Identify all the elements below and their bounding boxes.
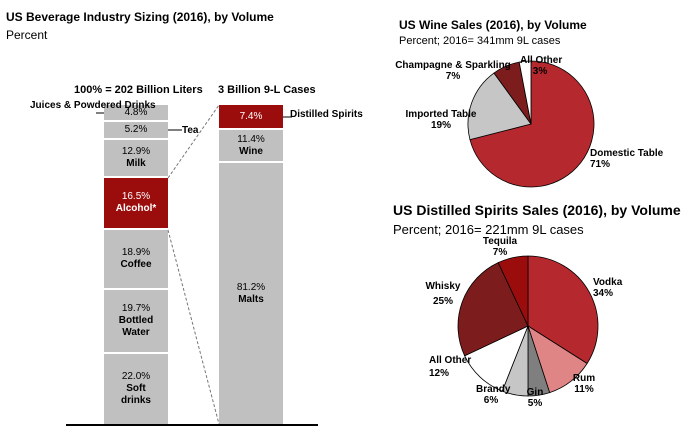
spirits-label-gin: Gin 5% — [522, 387, 548, 409]
bar2-header: 3 Billion 9-L Cases — [218, 84, 316, 96]
spirits-pie-title: US Distilled Spirits Sales (2016), by Vo… — [393, 202, 681, 218]
segment-value: 22.0% — [121, 371, 151, 382]
segment-label: Malts — [238, 293, 264, 305]
wine-pie-title: US Wine Sales (2016), by Volume — [399, 18, 587, 32]
wine-label-domestic: Domestic Table 71% — [590, 148, 663, 170]
slice-pct: 25% — [432, 296, 453, 307]
bar2-segment-spirits: 7.4% — [219, 105, 283, 130]
slice-name: Brandy — [476, 384, 511, 395]
bar1-segment-juices: 4.8% — [104, 105, 168, 122]
bar1-header: 100% = 202 Billion Liters — [74, 84, 203, 96]
slice-pct: 6% — [483, 395, 499, 406]
slice-name: All Other — [429, 355, 472, 366]
bar2-segment-malts: 81.2% Malts — [219, 163, 283, 424]
segment-label: Bottled Water — [118, 315, 154, 338]
spirits-slice-whisky — [457, 262, 529, 357]
spirits-label-all-other: All Other 12% — [429, 355, 471, 379]
segment-value: 7.4% — [239, 110, 263, 122]
spirits-label-rum: Rum 11% — [569, 373, 599, 395]
segment-value: 4.8% — [124, 106, 148, 118]
bar1-segment-milk: 12.9% Milk — [104, 140, 168, 178]
slice-pct: 71% — [590, 159, 611, 170]
segment-value: 19.7% — [121, 303, 151, 314]
segment-value: 11.4% — [237, 133, 265, 145]
spirits-label-vodka: Vodka 34% — [593, 277, 622, 299]
bar1-segment-alcohol: 16.5% Alcohol* — [104, 178, 168, 230]
segment-value: 18.9% — [121, 247, 151, 258]
bar1-segment-tea: 5.2% — [104, 122, 168, 140]
slice-name: Whisky — [425, 281, 461, 292]
spirits-label-whisky: Whisky 25% — [423, 281, 463, 307]
segment-label: Wine — [239, 145, 263, 157]
segment-value: 5.2% — [124, 124, 148, 135]
segment-value: 81.2% — [236, 281, 266, 293]
segment-label: Alcohol* — [115, 203, 157, 214]
slice-name: Domestic Table — [590, 148, 664, 159]
wine-slice-imported-table — [467, 72, 532, 141]
wine-label-all-other: All Other 3% — [520, 55, 563, 77]
slice-name: Imported Table — [405, 109, 477, 120]
spirits-label: Distilled Spirits — [290, 109, 363, 120]
segment-value: 12.9% — [121, 146, 151, 157]
slice-pct: 19% — [430, 120, 451, 131]
bar-chart-subtitle: Percent — [6, 28, 48, 42]
slice-pct: 7% — [445, 71, 461, 82]
segment-value: 16.5% — [121, 191, 151, 202]
spirits-pie-subtitle: Percent; 2016= 221mm 9L cases — [393, 222, 584, 237]
spirits-label-tequila: Tequila 7% — [480, 236, 520, 258]
wine-label-champagne: Champagne & Sparkling 7% — [395, 60, 511, 82]
juices-label: Juices & Powdered Drinks — [30, 100, 156, 111]
bar-chart-title: US Beverage Industry Sizing (2016), by V… — [6, 10, 274, 24]
segment-label: Milk — [126, 158, 146, 169]
wine-slice-all-other — [518, 60, 532, 125]
segment-label: Coffee — [120, 259, 152, 270]
slice-name: All Other — [520, 55, 563, 66]
slice-pct: 3% — [532, 66, 548, 77]
wine-slice-domestic-table — [469, 60, 595, 188]
tea-label: Tea — [182, 125, 199, 136]
segment-label: Soft drinks — [120, 383, 151, 406]
bar1-segment-soft-drinks: 22.0% Soft drinks — [104, 354, 168, 424]
bar1-segment-coffee: 18.9% Coffee — [104, 230, 168, 290]
slice-pct: 11% — [574, 384, 594, 395]
slice-name: Champagne & Sparkling — [395, 60, 511, 71]
slice-pct: 34% — [593, 288, 614, 299]
spirits-slice-tequila — [497, 255, 529, 327]
slice-name: Vodka — [593, 277, 623, 288]
slice-pct: 7% — [492, 247, 508, 258]
slice-name: Rum — [572, 373, 596, 384]
wine-label-imported: Imported Table 19% — [400, 109, 482, 131]
slice-pct: 12% — [429, 368, 450, 379]
alcohol-connector-bottom — [167, 229, 220, 425]
wine-pie-subtitle: Percent; 2016= 341mm 9L cases — [399, 35, 561, 47]
bar1-segment-water: 19.7% Bottled Water — [104, 290, 168, 354]
slice-name: Tequila — [482, 236, 518, 247]
slice-pct: 5% — [527, 398, 543, 409]
slice-name: Gin — [526, 387, 544, 398]
spirits-label-brandy: Brandy 6% — [476, 384, 511, 406]
bar2-segment-wine: 11.4% Wine — [219, 130, 283, 163]
